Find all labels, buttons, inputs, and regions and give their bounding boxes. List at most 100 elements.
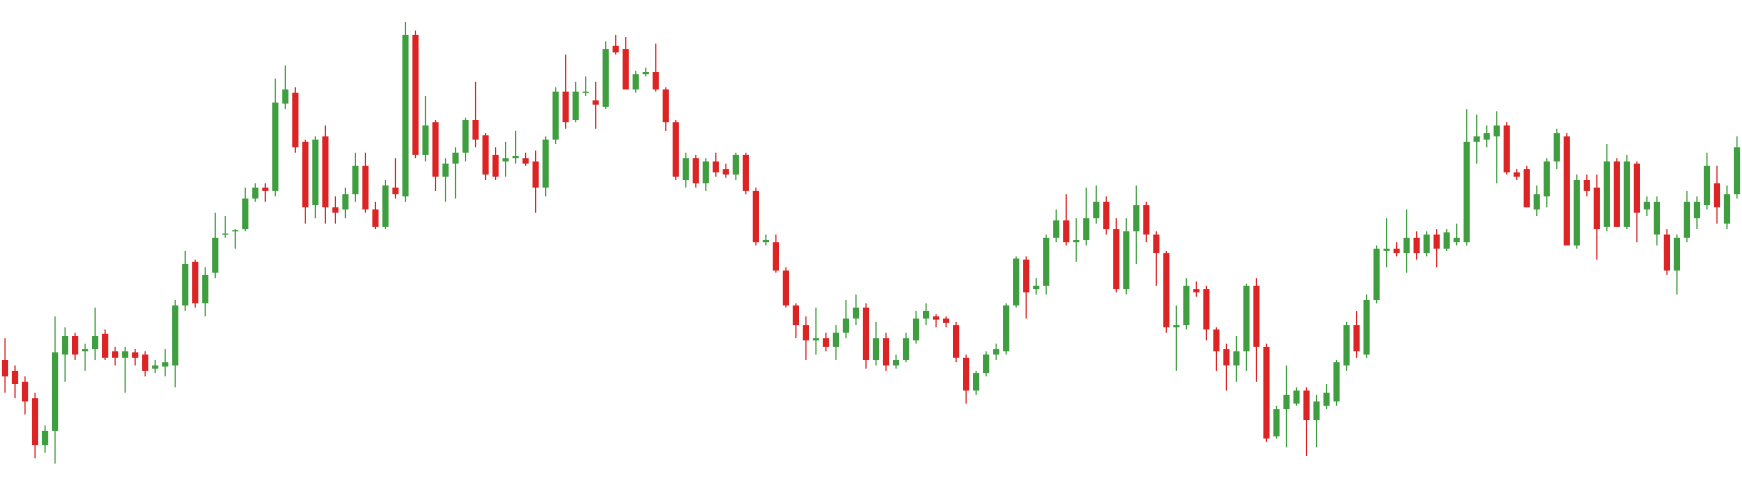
candle-body (1703, 165, 1711, 206)
candle-body (462, 120, 469, 153)
candle-body (562, 91, 569, 123)
candle-body (632, 74, 639, 90)
candle-body (182, 264, 189, 306)
candle-body (742, 154, 749, 191)
candle-body (902, 338, 910, 360)
candle-body (1403, 237, 1410, 254)
candle-body (1483, 133, 1490, 140)
candle-body (1353, 325, 1360, 352)
candle-body (983, 354, 990, 374)
candle-body (1103, 201, 1110, 230)
candle-body (1643, 201, 1650, 210)
candle-body (772, 242, 779, 271)
candle-body (963, 357, 970, 391)
candle-body (472, 120, 479, 140)
candle-body (352, 165, 359, 195)
candle-body (1553, 133, 1560, 162)
candle-body (342, 194, 349, 210)
candle-body (1503, 125, 1510, 173)
candle-body (922, 310, 930, 319)
candle-body (392, 187, 399, 195)
candle-body (973, 373, 980, 391)
candle-body (662, 89, 669, 123)
candle-body (1263, 346, 1270, 439)
candle-body (1033, 285, 1040, 290)
candle-body (762, 240, 769, 243)
candle-body (312, 139, 319, 206)
candle-body (802, 325, 810, 341)
candle-body (1393, 248, 1400, 254)
candle-body (1723, 194, 1731, 224)
candle-body (1143, 205, 1150, 235)
candle-body (92, 336, 99, 350)
candle-body (31, 398, 39, 446)
candle-body (112, 351, 119, 358)
candle-body (602, 49, 609, 107)
candle-body (102, 333, 109, 358)
candle-body (672, 122, 679, 177)
candle-body (302, 141, 309, 208)
candle-body (552, 91, 559, 140)
candle-body (1733, 147, 1741, 195)
candle-body (21, 381, 29, 402)
candle-body (832, 332, 840, 347)
candle-body (1073, 240, 1080, 243)
candle-body (1453, 237, 1460, 243)
candle-body (732, 154, 739, 175)
candle-body (372, 209, 379, 227)
candle-body (1563, 136, 1570, 246)
candle-body (842, 318, 850, 333)
candle-body (1173, 325, 1180, 328)
candle-body (212, 237, 219, 273)
candle-body (1303, 390, 1310, 420)
candle-body (292, 92, 299, 148)
candle-body (1273, 409, 1280, 437)
candle-body (222, 233, 229, 235)
candle-body (1163, 253, 1170, 328)
candle-body (1333, 362, 1340, 402)
candle-body (1663, 234, 1671, 271)
candle-body (1613, 161, 1620, 227)
candle-body (1603, 161, 1610, 227)
candle-body (1053, 220, 1060, 238)
candle-body (1123, 231, 1130, 290)
candle-body (993, 349, 1000, 355)
candle-body (232, 230, 239, 232)
candle-body (612, 45, 619, 53)
candle-body (1023, 259, 1030, 293)
candle-body (1573, 180, 1580, 246)
candle-body (652, 72, 659, 90)
candle-body (362, 165, 369, 210)
candle-body (482, 135, 489, 175)
candle-body (262, 187, 269, 191)
candle-body (202, 274, 209, 304)
candle-body (1313, 401, 1320, 420)
candle-body (1373, 248, 1380, 300)
candle-body (61, 336, 69, 355)
candle-body (1283, 394, 1290, 410)
candle-body (1523, 169, 1530, 208)
candle-body (452, 152, 459, 164)
candle-body (71, 336, 79, 355)
candle-body (1093, 201, 1100, 219)
candle-body (942, 318, 950, 323)
candle-body (1063, 220, 1070, 243)
candle-body (1293, 390, 1300, 404)
candle-body (1193, 289, 1200, 293)
candle-body (152, 365, 159, 369)
candle-body (572, 91, 579, 120)
candle-body (1153, 234, 1160, 254)
candle-body (782, 270, 790, 306)
candle-body (1543, 161, 1550, 197)
candle-body (492, 154, 499, 177)
candle-body (702, 161, 709, 184)
candle-body (952, 325, 960, 358)
candle-body (282, 89, 289, 104)
candle-body (512, 156, 519, 159)
candle-body (11, 370, 19, 384)
candle-body (1383, 248, 1390, 251)
candle-body (1223, 349, 1230, 366)
candle-body (272, 102, 279, 191)
